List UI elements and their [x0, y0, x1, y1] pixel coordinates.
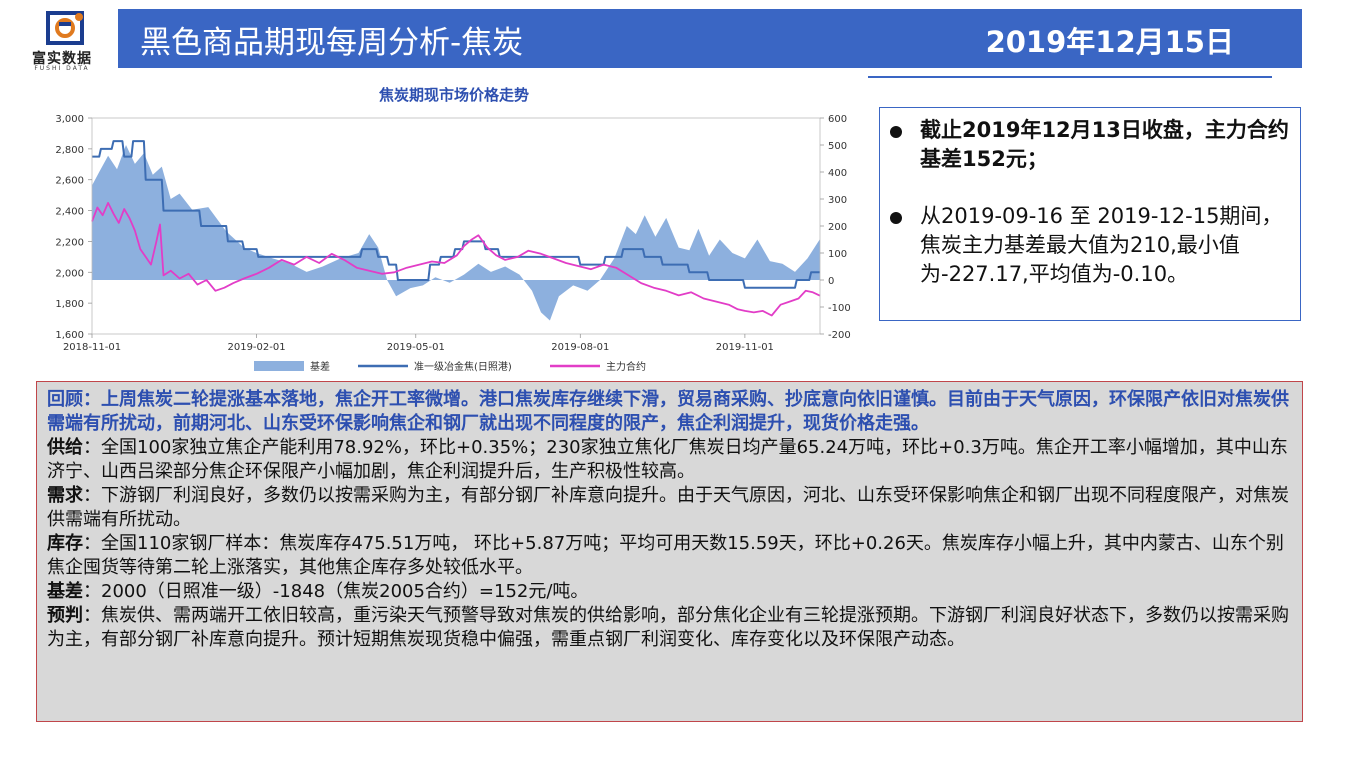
- chart-plot-area: [91, 140, 821, 321]
- legend-label-futures: 主力合约: [606, 360, 646, 373]
- x-tick-label: 2019-02-01: [227, 342, 285, 353]
- y-right-tick-label: 400: [828, 168, 847, 179]
- summary-box: 截止2019年12月13日收盘，主力合约基差152元； 从2019-09-16 …: [879, 107, 1301, 321]
- futures-price-line: [91, 202, 821, 317]
- y-right-tick-label: -100: [828, 303, 851, 314]
- report-date: 2019年12月15日: [985, 25, 1234, 59]
- chart-title: 焦炭期现市场价格走势: [378, 86, 529, 104]
- y-right-tick-label: 0: [828, 276, 834, 287]
- y-left-tick-label: 3,000: [55, 114, 84, 125]
- bullet-dot-icon: [890, 126, 902, 138]
- y-right-tick-label: 200: [828, 222, 847, 233]
- title-bar: 黑色商品期现每周分析-焦炭 2019年12月15日: [118, 9, 1302, 68]
- basis-paragraph: 基差：2000（日照准一级）-1848（焦炭2005合约）=152元/吨。: [47, 580, 1292, 604]
- demand-text: ：下游钢厂利润良好，多数仍以按需采购为主，有部分钢厂补库意向提升。由于天气原因，…: [47, 485, 1289, 530]
- bullet-dot-icon: [890, 212, 902, 224]
- y-right-tick-label: 600: [828, 114, 847, 125]
- summary-bullet-text: 截止2019年12月13日收盘，主力合约基差152元；: [920, 118, 1289, 171]
- y-right-tick-label: -200: [828, 330, 851, 341]
- basis-area-series: [92, 145, 820, 321]
- demand-paragraph: 需求：下游钢厂利润良好，多数仍以按需采购为主，有部分钢厂补库意向提升。由于天气原…: [47, 484, 1292, 532]
- logo-subtext: FUSHI DATA: [34, 65, 90, 72]
- chart-axes: 1,600 1,800 2,000 2,200 2,400 2,600 2,800 3,000…: [55, 114, 850, 353]
- logo-text: 富实数据: [32, 51, 92, 67]
- supply-label: 供给: [47, 437, 83, 458]
- x-tick-label: 2019-05-01: [387, 342, 445, 353]
- forecast-paragraph: 预判：焦炭供、需两端开工依旧较高，重污染天气预警导致对焦炭的供给影响，部分焦化企…: [47, 604, 1292, 652]
- y-right-tick-label: 100: [828, 249, 847, 260]
- summary-bullet-text: 从2019-09-16 至 2019-12-15期间，焦炭主力基差最大值为210…: [920, 204, 1283, 286]
- review-paragraph: 回顾：上周焦炭二轮提涨基本落地，焦企开工率微增。港口焦炭库存继续下滑，贸易商采购…: [47, 389, 1289, 434]
- x-tick-label: 2018-11-01: [63, 342, 121, 353]
- analysis-box: 回顾：上周焦炭二轮提涨基本落地，焦企开工率微增。港口焦炭库存继续下滑，贸易商采购…: [36, 381, 1303, 722]
- basis-label: 基差: [47, 581, 83, 602]
- inventory-text: ：全国110家钢厂样本：焦炭库存475.51万吨， 环比+5.87万吨；平均可用…: [47, 533, 1284, 578]
- demand-label: 需求: [47, 485, 83, 506]
- legend-label-spot: 准一级冶金焦(日照港): [414, 360, 512, 373]
- chart-legend: 基差 准一级冶金焦(日照港) 主力合约: [254, 360, 646, 373]
- company-logo: 富实数据 FUSHI DATA: [8, 8, 116, 72]
- supply-paragraph: 供给：全国100家独立焦企产能利用78.92%，环比+0.35%；230家独立焦…: [47, 436, 1292, 484]
- y-left-tick-label: 2,800: [55, 145, 84, 156]
- legend-label-basis: 基差: [310, 360, 330, 373]
- y-right-tick-label: 500: [828, 141, 847, 152]
- y-right-tick-label: 300: [828, 195, 847, 206]
- title-underline: [868, 76, 1272, 78]
- y-left-tick-label: 1,600: [55, 330, 84, 341]
- price-chart: 焦炭期现市场价格走势 1,600 1,800 2,000 2,200 2,400 2,60…: [55, 86, 850, 373]
- legend-swatch-basis: [254, 361, 304, 371]
- x-tick-label: 2019-11-01: [716, 342, 774, 353]
- spot-price-line: [92, 140, 820, 289]
- y-left-tick-label: 2,600: [55, 176, 84, 187]
- y-left-tick-label: 2,400: [55, 207, 84, 218]
- y-left-tick-label: 1,800: [55, 299, 84, 310]
- x-tick-label: 2019-08-01: [551, 342, 609, 353]
- logo-mark-icon: [46, 11, 84, 45]
- page-title: 黑色商品期现每周分析-焦炭: [140, 25, 524, 61]
- forecast-text: ：焦炭供、需两端开工依旧较高，重污染天气预警导致对焦炭的供给影响，部分焦化企业有…: [47, 605, 1289, 650]
- y-left-tick-label: 2,200: [55, 237, 84, 248]
- inventory-label: 库存: [47, 533, 83, 554]
- supply-text: ：全国100家独立焦企产能利用78.92%，环比+0.35%；230家独立焦化厂…: [47, 437, 1288, 482]
- forecast-label: 预判: [47, 605, 83, 626]
- basis-text: ：2000（日照准一级）-1848（焦炭2005合约）=152元/吨。: [83, 581, 589, 602]
- inventory-paragraph: 库存：全国110家钢厂样本：焦炭库存475.51万吨， 环比+5.87万吨；平均…: [47, 532, 1292, 580]
- y-left-tick-label: 2,000: [55, 268, 84, 279]
